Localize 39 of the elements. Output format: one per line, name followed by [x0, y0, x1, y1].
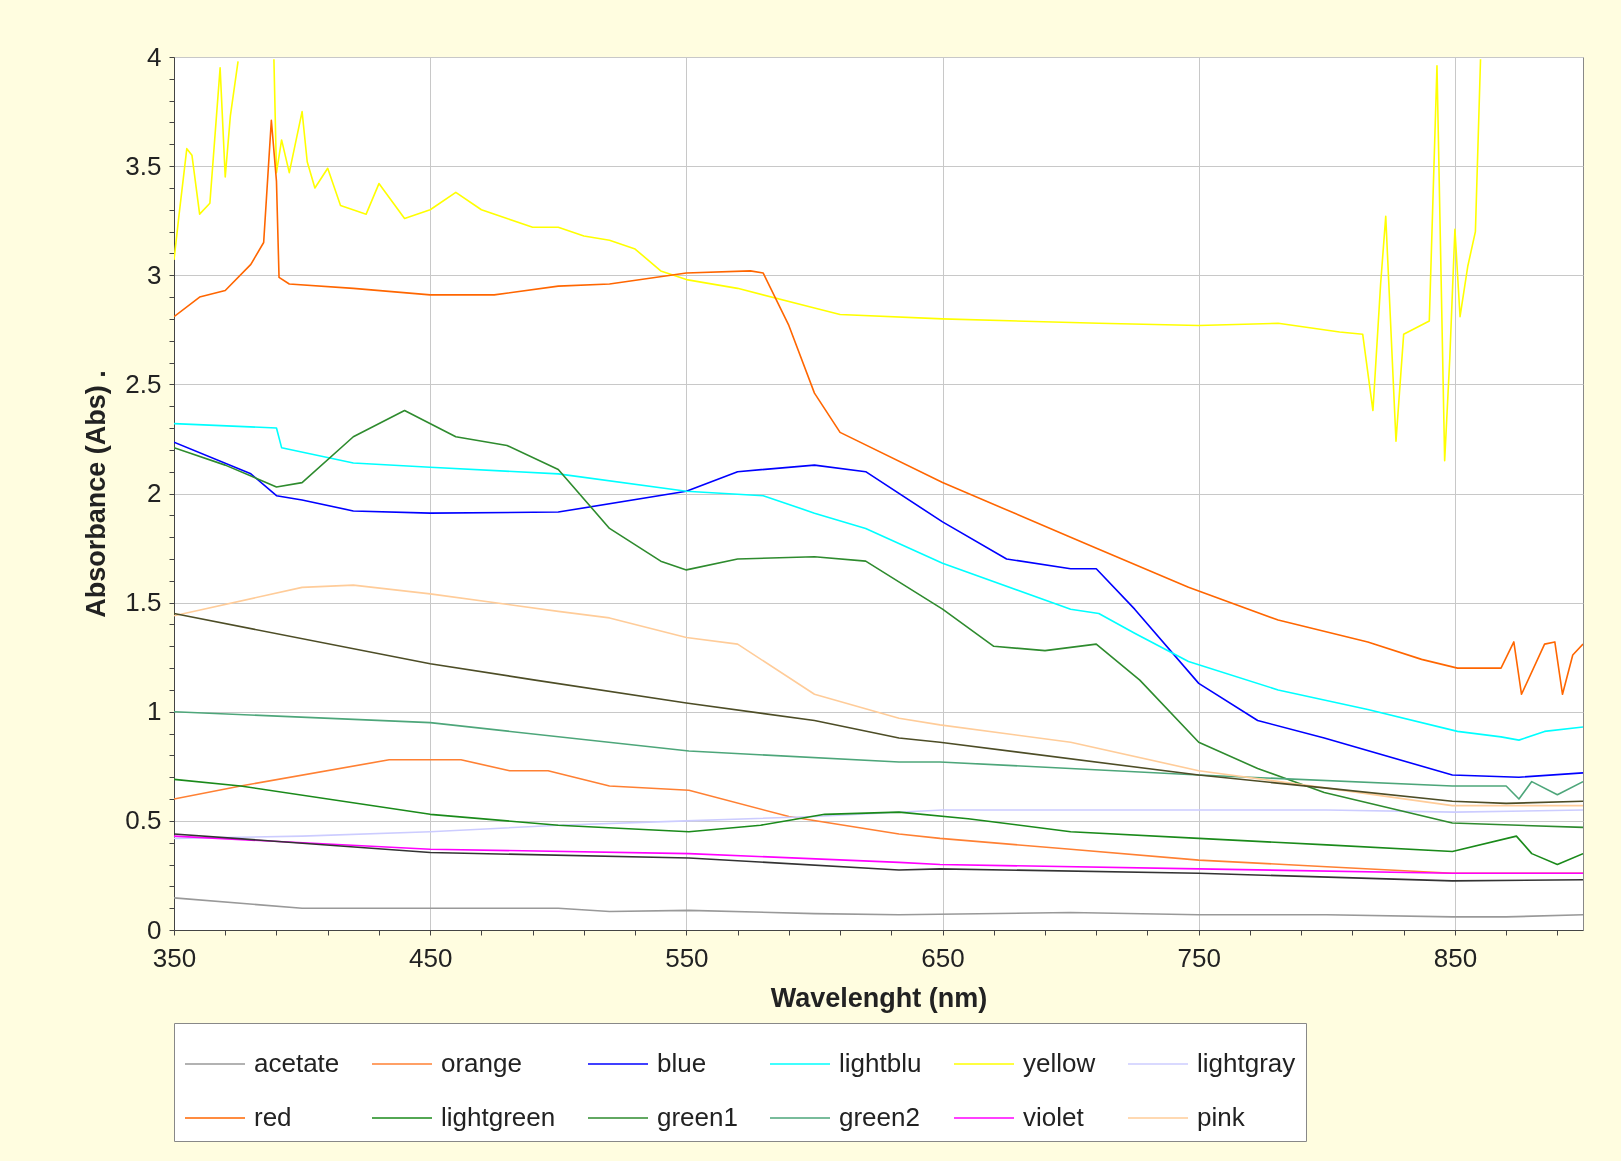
line-series — [174, 835, 1583, 875]
line-series — [174, 897, 1583, 918]
legend-label: pink — [1197, 1102, 1246, 1132]
legend-label: lightgray — [1197, 1048, 1296, 1078]
x-tick-label: 650 — [921, 942, 965, 973]
y-tick-label: 2.5 — [125, 368, 162, 399]
x-tick-label: 450 — [408, 942, 453, 973]
legend-label: lightblu — [839, 1048, 922, 1078]
line-series — [174, 833, 1583, 882]
y-tick-label: 2 — [147, 478, 162, 508]
line-series — [174, 409, 1583, 829]
x-tick-label: 350 — [152, 942, 197, 973]
line-series — [174, 422, 1583, 741]
legend-label: acetate — [254, 1048, 340, 1078]
legend-label: violet — [1023, 1102, 1085, 1132]
y-tick-label: 0 — [147, 914, 162, 945]
legend-label: green2 — [839, 1102, 920, 1132]
legend-label: blue — [657, 1048, 707, 1078]
x-tick-label: 750 — [1177, 942, 1221, 973]
y-tick-label: 1 — [147, 696, 162, 727]
y-tick-label: 1.5 — [125, 587, 162, 618]
y-tick-label: 3.5 — [125, 150, 162, 181]
x-tick-label: 850 — [1433, 942, 1478, 973]
legend-label: lightgreen — [441, 1102, 556, 1132]
legend-label: orange — [441, 1048, 522, 1078]
line-series — [174, 710, 1583, 800]
line-series — [174, 441, 1583, 779]
y-tick-label: 0.5 — [125, 805, 162, 836]
legend-label: green1 — [657, 1102, 738, 1132]
y-tick-label: 4 — [147, 41, 162, 72]
y-axis-title: Absorbance (Abs) . — [81, 370, 112, 618]
line-series — [174, 119, 1583, 696]
line-series — [174, 809, 1583, 840]
y-tick-label: 3 — [147, 259, 162, 290]
line-series — [174, 778, 1583, 866]
x-tick-label: 550 — [665, 942, 709, 973]
x-axis-title: Wavelenght (nm) — [770, 982, 988, 1013]
legend-label: yellow — [1023, 1048, 1096, 1078]
legend-label: red — [254, 1102, 292, 1132]
